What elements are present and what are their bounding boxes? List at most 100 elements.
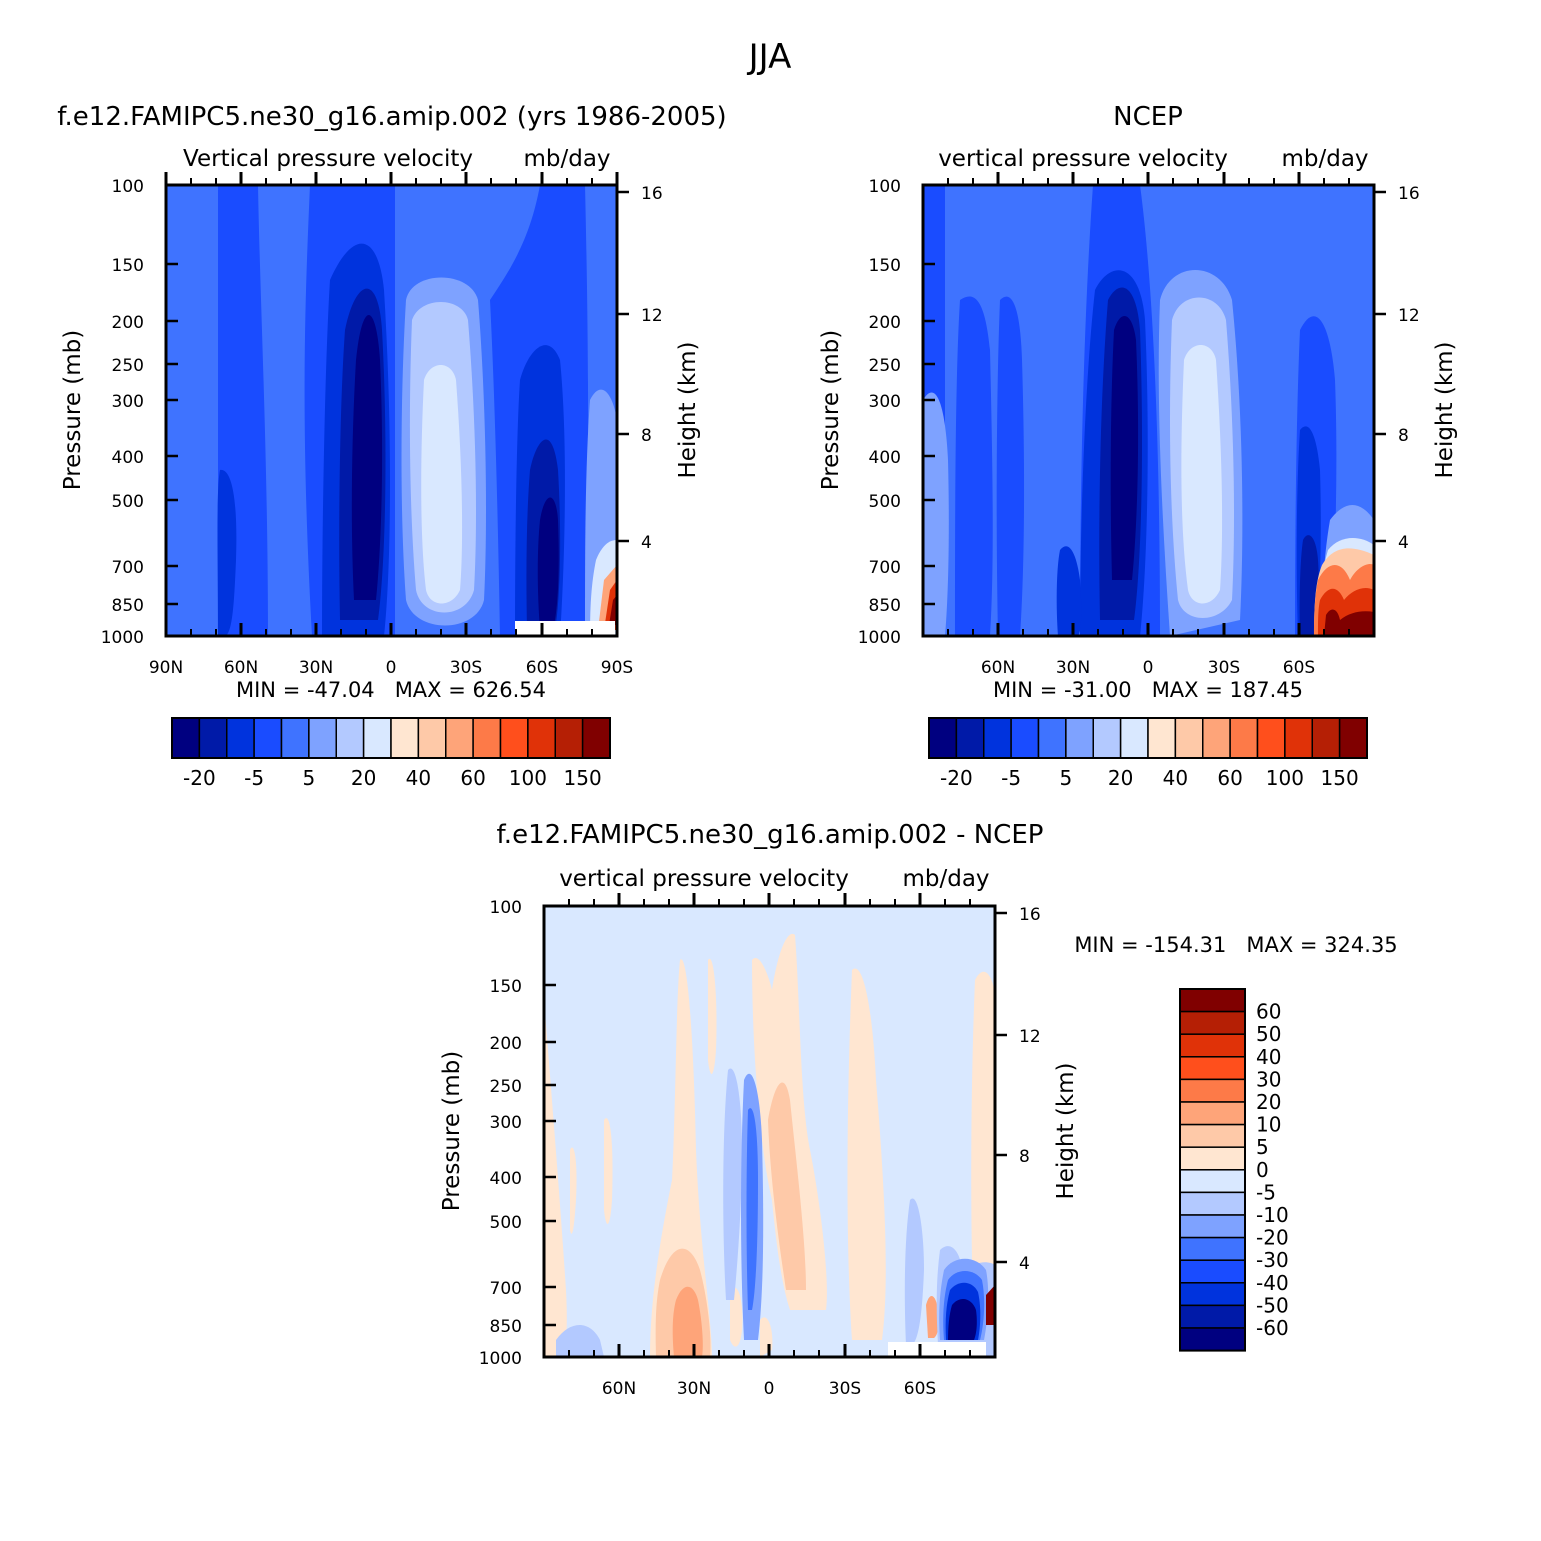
contour-band (926, 1295, 939, 1338)
y-tick-label: 400 (869, 448, 901, 468)
contour-band (708, 958, 717, 1074)
colorbar-frame (171, 717, 611, 759)
y-axis-right: 16 12 8 4 Height (km) (617, 184, 701, 553)
colorbar-label: 50 (1256, 1022, 1281, 1046)
y-tick-label: 150 (869, 256, 901, 276)
colorbar-labels: -20 -5 5 20 40 60 100 150 (183, 766, 602, 790)
x-tick-label: 0 (764, 1379, 775, 1399)
y-tick-label: 850 (869, 596, 901, 616)
y2-tick-label: 8 (641, 426, 652, 446)
panel-diff: f.e12.FAMIPC5.ne30_g16.amip.002 - NCEP v… (439, 820, 1398, 1399)
colorbar-cell (581, 717, 611, 759)
y-axis-label: Pressure (mb) (439, 1051, 465, 1211)
contour-band (955, 296, 993, 636)
y-tick-label: 1000 (479, 1349, 522, 1369)
contour-band (166, 185, 218, 636)
y2-tick-label: 8 (1019, 1147, 1030, 1167)
colorbar-label: -30 (1256, 1248, 1289, 1272)
y2-tick-label: 16 (1019, 905, 1041, 925)
x-tick-labels: 60N 30N 0 30S 60S (981, 658, 1315, 678)
colorbar-cell (335, 717, 365, 759)
contour-plot (921, 183, 1376, 638)
contour-band (904, 1198, 924, 1345)
y-tick-label: 400 (490, 1169, 522, 1189)
contour-band (258, 185, 312, 636)
colorbar-cell (955, 717, 985, 759)
colorbar-label: 60 (1256, 1000, 1281, 1024)
x-tick-label: 60N (224, 658, 258, 678)
colorbar-label: 100 (509, 766, 547, 790)
y2-tick-label: 4 (641, 533, 652, 553)
y-axis-left: 100 150 200 250 300 400 500 700 850 1000… (439, 898, 556, 1369)
colorbar-cell (472, 717, 502, 759)
contour-band (217, 469, 237, 636)
y2-tick-label: 4 (1019, 1254, 1030, 1274)
colorbar-label: 40 (1163, 766, 1188, 790)
colorbar-cell (1174, 717, 1204, 759)
contour-plot (164, 183, 619, 638)
contour-band (672, 1286, 703, 1357)
y-tick-label: 500 (490, 1213, 522, 1233)
contour-plot (542, 904, 997, 1359)
contour-band (1299, 535, 1319, 636)
x-axis (164, 172, 619, 636)
contour-band (570, 1147, 577, 1234)
x-tick-label: 30N (677, 1379, 711, 1399)
colorbar-label: -5 (1001, 766, 1021, 790)
colorbar-cell (1010, 717, 1040, 759)
colorbar-cell (308, 717, 337, 759)
colorbar-cell (198, 717, 228, 759)
y-tick-label: 300 (490, 1113, 522, 1133)
contour-band (948, 1298, 977, 1340)
colorbar-label: -20 (940, 766, 973, 790)
colorbar-cell (1179, 1078, 1246, 1103)
y2-tick-label: 16 (1398, 184, 1420, 204)
contour-band (847, 968, 886, 1340)
contour-band (746, 1108, 758, 1310)
colorbar-cell (1179, 1236, 1246, 1261)
colorbar-cell (983, 717, 1012, 759)
contour-band (971, 971, 995, 1357)
colorbar-label: 60 (460, 766, 485, 790)
colorbar-frame (928, 717, 1368, 759)
contour-band (537, 497, 559, 630)
colorbar-frame (1179, 988, 1246, 1352)
colorbar-cell (1179, 1259, 1246, 1284)
panel-subtitle-left: vertical pressure velocity (559, 866, 849, 892)
colorbar-cell (1338, 717, 1368, 759)
colorbar-cell (1179, 1282, 1246, 1307)
contour-band (421, 365, 463, 604)
colorbar-label: 60 (1217, 766, 1242, 790)
panel-subtitle-right: mb/day (902, 866, 989, 892)
y-tick-label: 850 (490, 1317, 522, 1337)
colorbar-label: 5 (1060, 766, 1073, 790)
colorbar-cells (928, 717, 1368, 759)
x-axis (947, 172, 1350, 636)
contour-band (609, 595, 617, 625)
colorbar-cell (527, 717, 556, 759)
y-tick-label: 400 (112, 448, 144, 468)
contour-band (650, 959, 712, 1357)
panel-model: f.e12.FAMIPC5.ne30_g16.amip.002 (yrs 198… (57, 102, 726, 790)
colorbar-label: -5 (244, 766, 264, 790)
y-tick-label: 700 (490, 1279, 522, 1299)
colorbar-cell (1311, 717, 1341, 759)
y-axis-right: 16 12 8 4 Height (km) (1374, 184, 1458, 553)
x-tick-label: 90S (601, 658, 633, 678)
colorbar-cell (1179, 1033, 1246, 1058)
colorbar-label: 30 (1256, 1067, 1281, 1091)
colorbar-cell (1202, 717, 1231, 759)
colorbar-cell (1179, 1327, 1246, 1352)
y2-axis-label: Height (km) (1053, 1062, 1079, 1199)
colorbar-cell (1229, 717, 1259, 759)
colorbar-label: 5 (1256, 1135, 1269, 1159)
colorbar-cell (390, 717, 420, 759)
y2-tick-label: 12 (1019, 1027, 1041, 1047)
y2-tick-label: 12 (1398, 306, 1420, 326)
colorbar-label: 150 (564, 766, 602, 790)
colorbar-cell (1179, 1056, 1246, 1081)
y2-axis-label: Height (km) (1432, 341, 1458, 478)
panel-subtitle-right: mb/day (523, 146, 610, 172)
colorbar-label: 40 (1256, 1045, 1281, 1069)
